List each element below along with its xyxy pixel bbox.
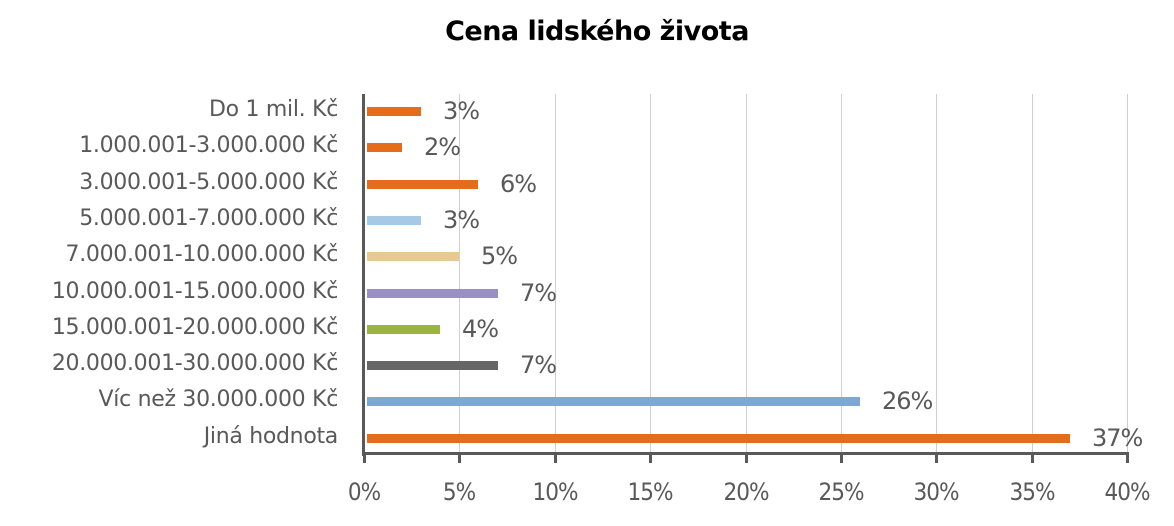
- data-label: 3%: [443, 97, 480, 125]
- bar: [367, 397, 860, 406]
- bar: [367, 434, 1070, 443]
- x-tick-label: 10%: [532, 478, 579, 506]
- category-label: 15.000.001-20.000.000 Kč: [51, 315, 338, 340]
- gridline: [746, 94, 747, 452]
- x-tick: [840, 452, 843, 463]
- x-tick: [1126, 452, 1129, 463]
- data-label: 2%: [424, 133, 461, 161]
- chart-title: Cena lidského života: [445, 16, 749, 47]
- data-label: 7%: [520, 351, 557, 379]
- x-tick-label: 40%: [1104, 478, 1151, 506]
- gridline: [650, 94, 651, 452]
- bar: [367, 107, 421, 116]
- x-tick: [745, 452, 748, 463]
- category-label: 3.000.001-5.000.000 Kč: [79, 170, 338, 195]
- data-label: 3%: [443, 206, 480, 234]
- bar: [367, 325, 440, 334]
- category-label: Do 1 mil. Kč: [209, 97, 338, 122]
- x-tick: [363, 452, 366, 463]
- category-label: Jiná hodnota: [203, 424, 339, 449]
- gridline: [459, 94, 460, 452]
- data-label: 6%: [500, 170, 537, 198]
- category-label: Víc než 30.000.000 Kč: [98, 387, 339, 412]
- x-tick-label: 5%: [442, 478, 476, 506]
- bar: [367, 180, 478, 189]
- category-label: 20.000.001-30.000.000 Kč: [51, 351, 338, 376]
- x-tick-label: 15%: [627, 478, 674, 506]
- gridline: [841, 94, 842, 452]
- data-label: 5%: [481, 242, 518, 270]
- x-tick: [554, 452, 557, 463]
- category-label: 10.000.001-15.000.000 Kč: [51, 279, 338, 304]
- bar: [367, 361, 498, 370]
- data-label: 7%: [520, 279, 557, 307]
- x-tick-label: 30%: [913, 478, 960, 506]
- y-axis-line: [362, 94, 365, 456]
- x-tick: [458, 452, 461, 463]
- x-tick: [1031, 452, 1034, 463]
- category-label: 5.000.001-7.000.000 Kč: [79, 206, 338, 231]
- bar: [367, 289, 498, 298]
- x-tick: [935, 452, 938, 463]
- data-label: 4%: [462, 315, 499, 343]
- gridline: [1032, 94, 1033, 452]
- data-label: 26%: [882, 387, 933, 415]
- bar: [367, 216, 421, 225]
- gridline: [1127, 94, 1128, 452]
- category-label: 1.000.001-3.000.000 Kč: [79, 133, 338, 158]
- data-label: 37%: [1092, 424, 1143, 452]
- category-label: 7.000.001-10.000.000 Kč: [65, 242, 339, 267]
- x-tick-label: 20%: [723, 478, 770, 506]
- x-tick-label: 0%: [347, 478, 381, 506]
- bar: [367, 252, 459, 261]
- bar: [367, 143, 402, 152]
- gridline: [555, 94, 556, 452]
- x-tick-label: 35%: [1009, 478, 1056, 506]
- gridline: [936, 94, 937, 452]
- x-tick: [649, 452, 652, 463]
- x-tick-label: 25%: [818, 478, 865, 506]
